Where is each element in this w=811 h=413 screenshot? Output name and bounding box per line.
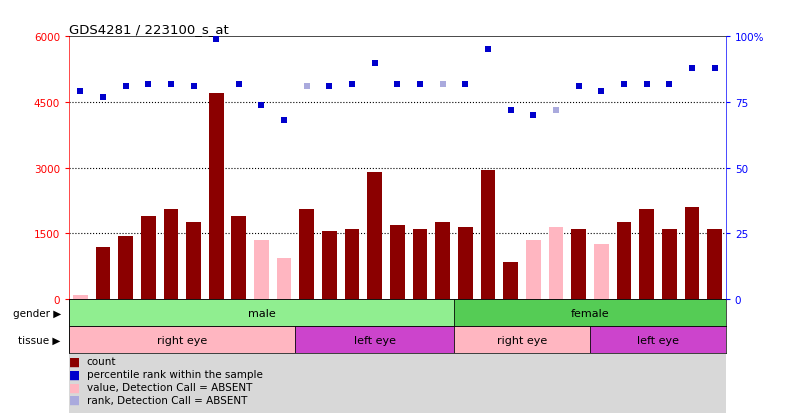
Bar: [481, 171, 496, 299]
Text: rank, Detection Call = ABSENT: rank, Detection Call = ABSENT: [87, 395, 247, 405]
Bar: [318, 299, 341, 413]
Text: gender ▶: gender ▶: [13, 308, 61, 318]
Bar: [228, 299, 250, 413]
Bar: [454, 326, 590, 353]
Bar: [431, 299, 454, 413]
Text: GDS4281 / 223100_s_at: GDS4281 / 223100_s_at: [69, 23, 229, 36]
Bar: [187, 223, 201, 299]
Bar: [114, 299, 137, 413]
Bar: [205, 299, 228, 413]
Text: right eye: right eye: [497, 335, 547, 345]
Bar: [322, 232, 337, 299]
Bar: [454, 299, 726, 326]
Bar: [409, 299, 431, 413]
Bar: [703, 299, 726, 413]
Bar: [548, 227, 564, 299]
Bar: [413, 230, 427, 299]
Bar: [454, 299, 477, 413]
Bar: [299, 210, 314, 299]
Bar: [367, 173, 382, 299]
Bar: [590, 299, 612, 413]
Bar: [96, 247, 110, 299]
Bar: [386, 299, 409, 413]
Bar: [73, 295, 88, 299]
Bar: [639, 210, 654, 299]
Bar: [164, 210, 178, 299]
Bar: [680, 299, 703, 413]
Bar: [477, 299, 500, 413]
Bar: [504, 262, 518, 299]
Bar: [390, 225, 405, 299]
Text: ■: ■: [69, 368, 80, 381]
Bar: [567, 299, 590, 413]
Bar: [277, 258, 291, 299]
Bar: [341, 299, 363, 413]
Bar: [662, 230, 676, 299]
Bar: [658, 299, 680, 413]
Bar: [182, 299, 205, 413]
Text: tissue ▶: tissue ▶: [19, 335, 61, 345]
Text: male: male: [247, 308, 276, 318]
Text: ■: ■: [69, 380, 80, 394]
Bar: [69, 299, 92, 413]
Bar: [684, 208, 699, 299]
Bar: [92, 299, 114, 413]
Bar: [254, 240, 268, 299]
Text: ■: ■: [69, 393, 80, 406]
Bar: [635, 299, 658, 413]
Text: left eye: left eye: [354, 335, 396, 345]
Bar: [141, 216, 156, 299]
Text: left eye: left eye: [637, 335, 679, 345]
Bar: [272, 299, 295, 413]
Bar: [250, 299, 272, 413]
Bar: [500, 299, 522, 413]
Text: percentile rank within the sample: percentile rank within the sample: [87, 369, 263, 379]
Bar: [231, 216, 247, 299]
Bar: [295, 326, 454, 353]
Bar: [345, 230, 359, 299]
Bar: [522, 299, 545, 413]
Bar: [545, 299, 567, 413]
Text: right eye: right eye: [157, 335, 208, 345]
Bar: [363, 299, 386, 413]
Bar: [616, 223, 631, 299]
Bar: [295, 299, 318, 413]
Bar: [590, 326, 726, 353]
Text: female: female: [571, 308, 609, 318]
Bar: [707, 230, 722, 299]
Text: value, Detection Call = ABSENT: value, Detection Call = ABSENT: [87, 382, 252, 392]
Bar: [594, 245, 608, 299]
Text: ■: ■: [69, 355, 80, 368]
Bar: [458, 227, 473, 299]
Bar: [118, 236, 133, 299]
Bar: [160, 299, 182, 413]
Bar: [571, 230, 586, 299]
Text: count: count: [87, 356, 116, 366]
Bar: [526, 240, 541, 299]
Bar: [137, 299, 160, 413]
Bar: [69, 299, 454, 326]
Bar: [208, 94, 224, 299]
Bar: [436, 223, 450, 299]
Bar: [69, 326, 295, 353]
Bar: [612, 299, 635, 413]
